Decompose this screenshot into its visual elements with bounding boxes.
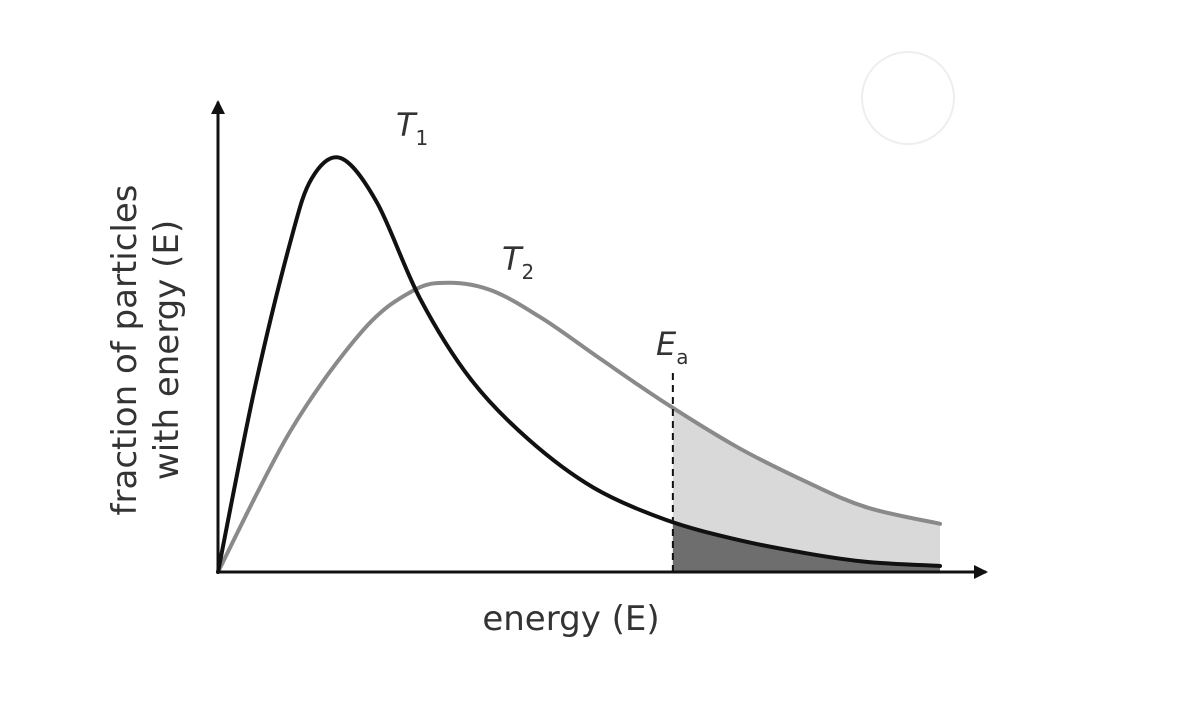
- series-line-t2: [216, 280, 942, 574]
- series-label-t2-main: T: [502, 240, 524, 278]
- ea-label-sub: a: [676, 345, 688, 369]
- y-axis-label: fraction of particles with energy (E): [105, 185, 187, 516]
- y-axis-label-line2: with energy (E): [147, 220, 187, 480]
- series-label-t1: T1: [396, 106, 428, 150]
- series-line-t1: [216, 155, 942, 574]
- series-label-t2-sub: 2: [522, 260, 535, 284]
- y-axis-label-line1: fraction of particles: [105, 185, 145, 516]
- series-label-t2: T2: [502, 240, 534, 284]
- series-label-t1-sub: 1: [416, 126, 429, 150]
- t1-area-above-ea: [672, 521, 940, 572]
- series-label-t1-main: T: [396, 106, 418, 144]
- decorative-circle: [861, 51, 955, 145]
- ea-label: Ea: [656, 325, 688, 369]
- curve-layer: [216, 155, 942, 574]
- x-axis-label: energy (E): [482, 599, 659, 639]
- ea-label-main: E: [656, 325, 677, 363]
